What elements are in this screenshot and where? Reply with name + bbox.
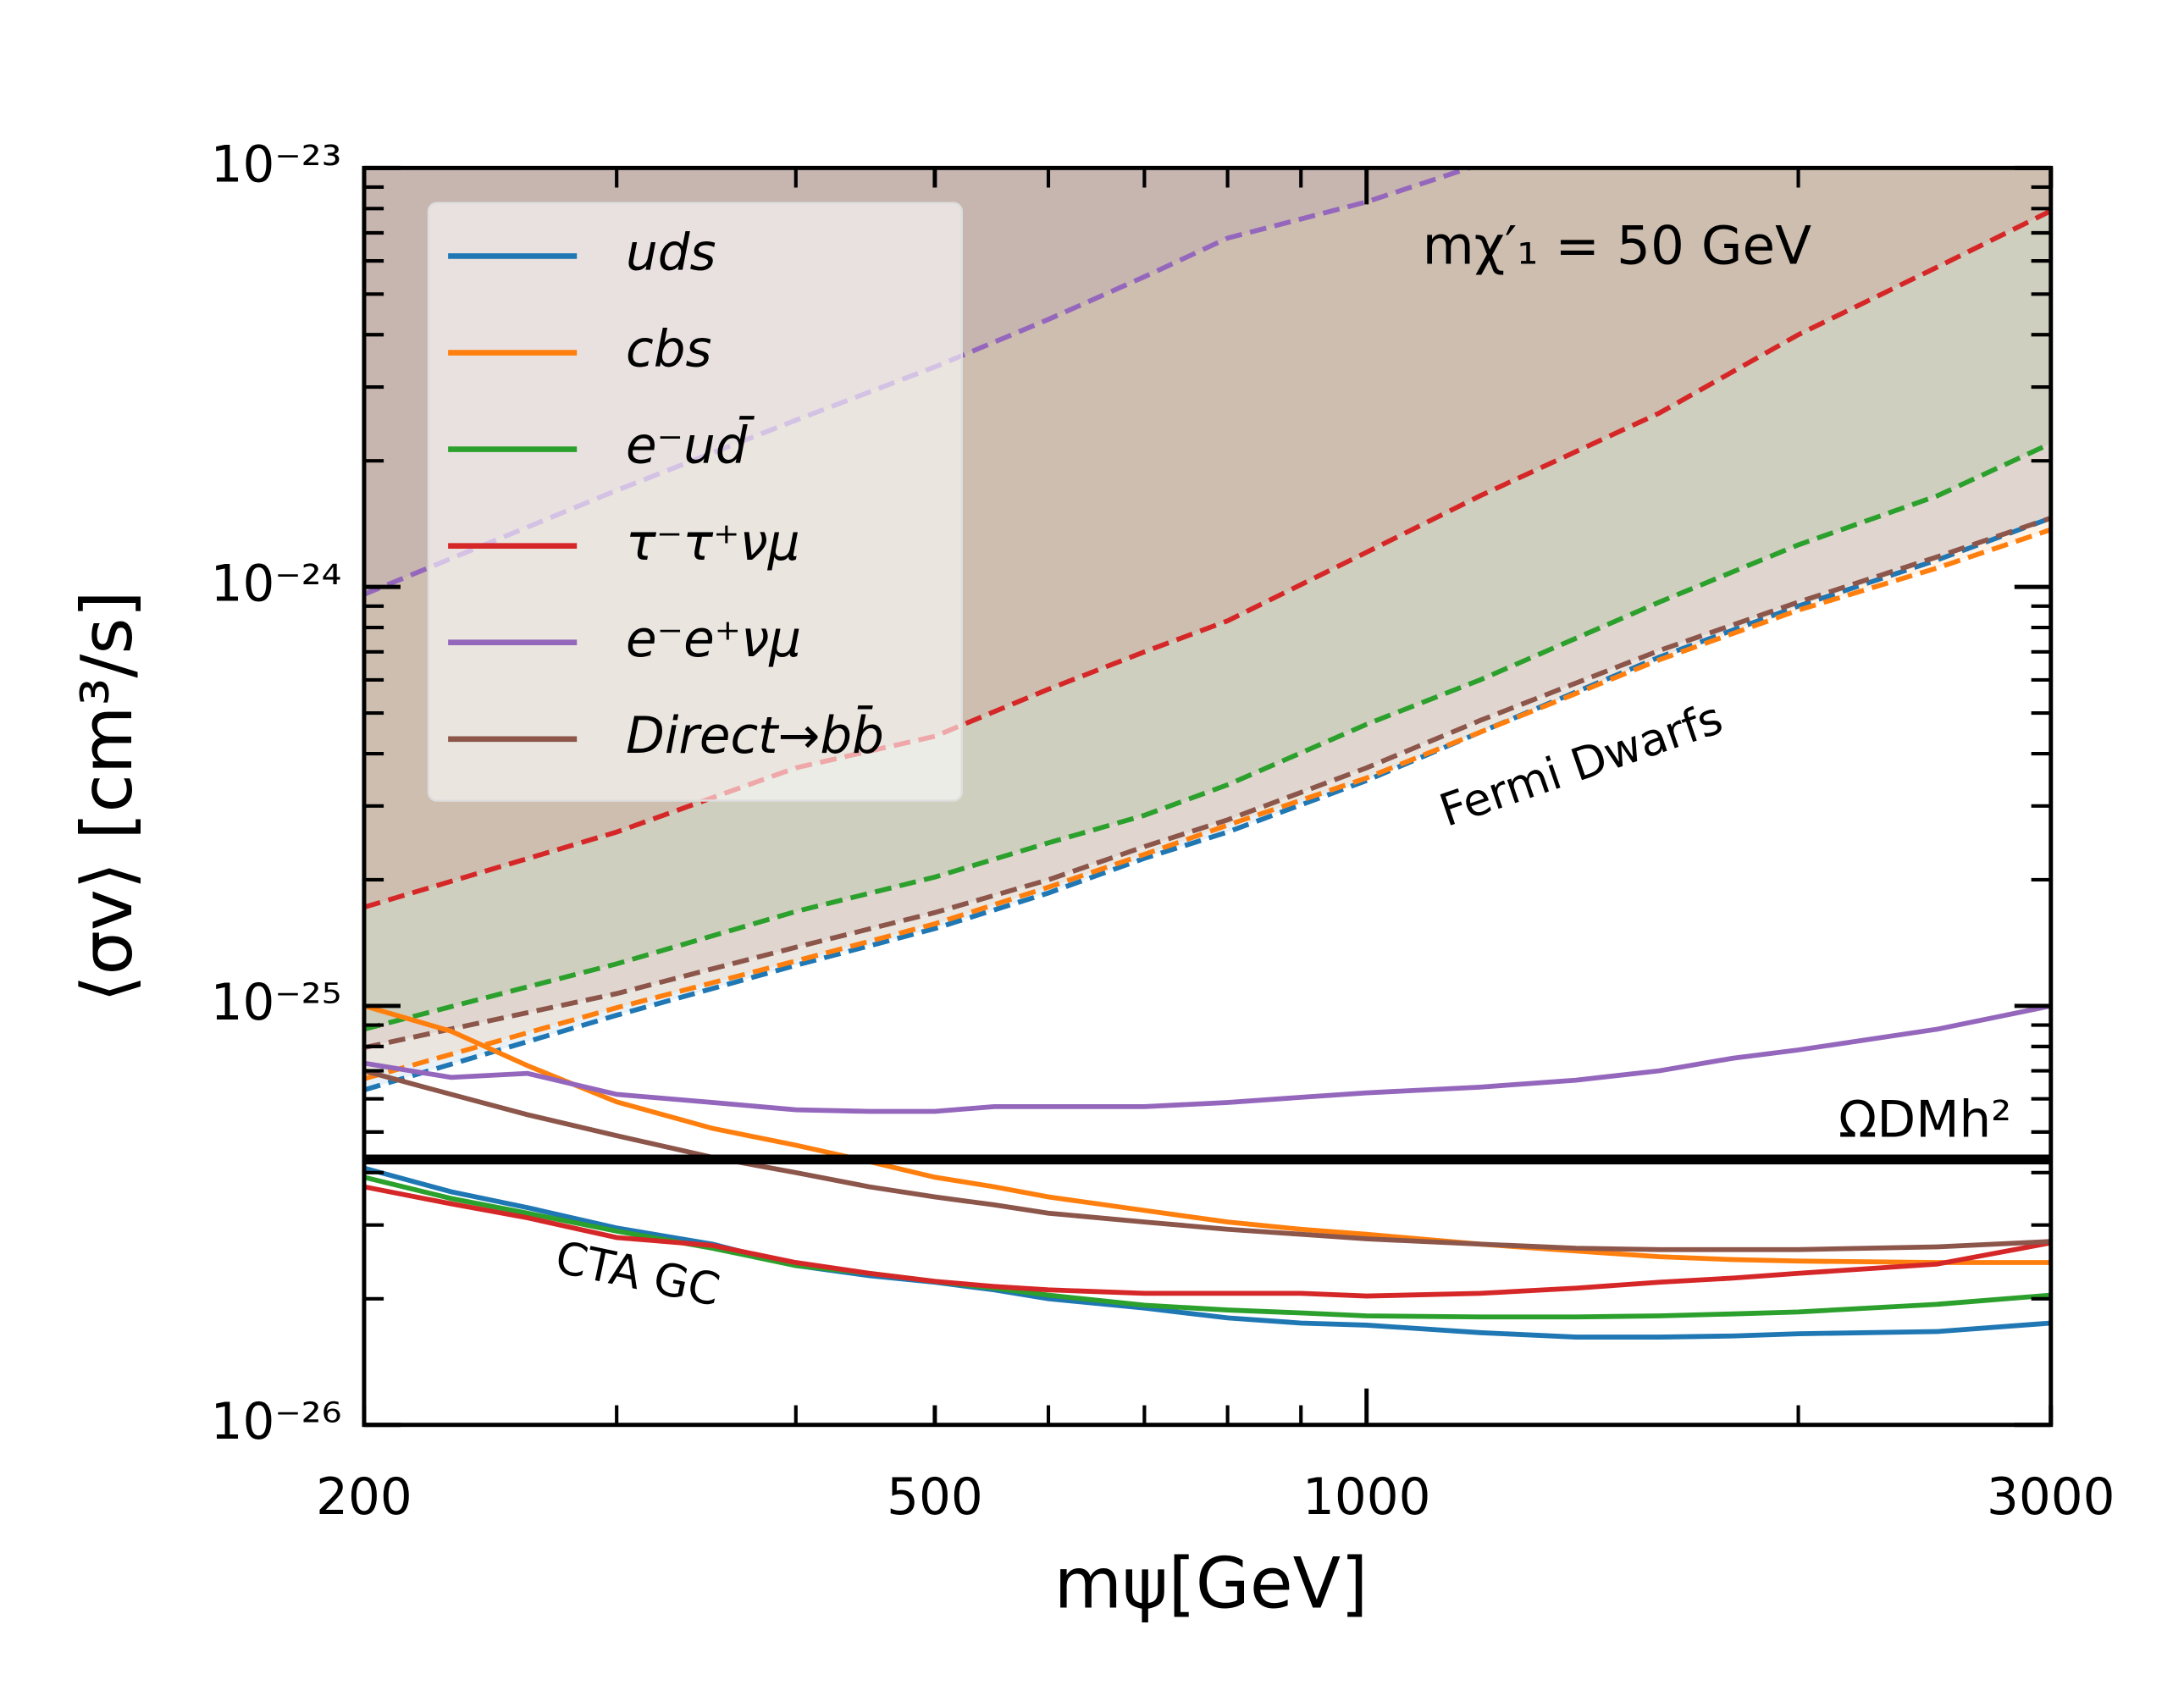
relic-label: ΩDMh² [1838, 1091, 2011, 1149]
x-tick-label: 1000 [1302, 1468, 1430, 1527]
dwarf-line [363, 441, 2051, 1032]
y-tick-label: 10⁻²⁶ [211, 1393, 342, 1451]
plot-frame [362, 165, 2054, 1428]
legend-label: uds [626, 224, 716, 283]
x-tick-label: 200 [316, 1468, 412, 1527]
legend-label: Direct→bb̄ [626, 705, 884, 765]
y-tick-label: 10⁻²³ [211, 135, 342, 194]
y-tick-label: 10⁻²⁵ [211, 974, 342, 1032]
cta-line [363, 1165, 2051, 1340]
cta-line [363, 1003, 2051, 1265]
line-layer [363, 168, 2051, 1340]
cta-line [363, 1174, 2051, 1320]
x-axis-label: mψ[GeV] [1054, 1544, 1368, 1625]
legend-label: τ⁻τ⁺νμ [626, 514, 800, 572]
cta-line [363, 1003, 2051, 1114]
y-tick-label: 10⁻²⁴ [211, 555, 342, 613]
legend: uds cbs e⁻ud̄ τ⁻τ⁺νμ e⁻e⁺νμ Direct→bb̄ [427, 202, 964, 802]
x-tick-label: 500 [887, 1468, 983, 1527]
legend-label: e⁻ud̄ [626, 416, 755, 476]
x-tick-label: 3000 [1987, 1468, 2115, 1527]
cta-line [363, 1184, 2051, 1299]
legend-label: e⁻e⁺νμ [626, 611, 801, 669]
dwarf-line [363, 516, 2051, 1092]
axes: ΩDMh² 200 500 1000 3000 10⁻²⁶ 10⁻²⁵ 10⁻²⁴ 10⁻²³ [211, 135, 2115, 1527]
mass-annotation: mχ′₁ = 50 GeV [1423, 214, 1812, 276]
y-axis-label: ⟨σv⟩ [cm³/s] [67, 590, 148, 1002]
dwarf-line [363, 516, 2051, 1051]
legend-label: cbs [626, 321, 711, 379]
cta-line [363, 1068, 2051, 1252]
